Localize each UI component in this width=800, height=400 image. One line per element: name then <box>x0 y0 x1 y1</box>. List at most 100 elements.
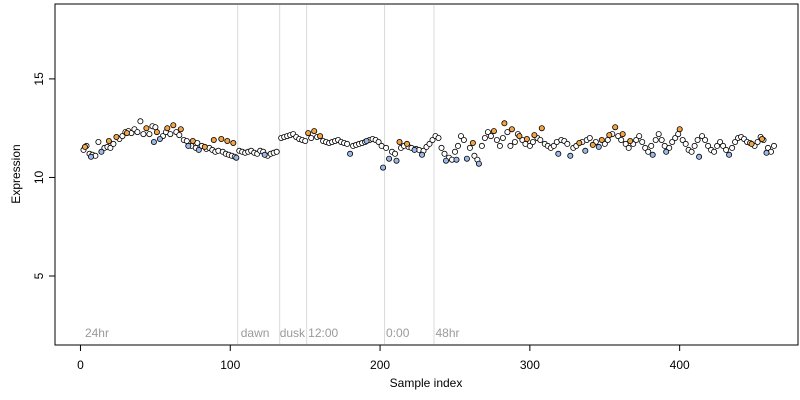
point-orange-32 <box>612 124 619 131</box>
point-blue-24 <box>663 148 670 155</box>
point-blue-2 <box>150 138 157 145</box>
point-white-64 <box>302 137 309 144</box>
point-blue-19 <box>555 150 562 157</box>
y-tick-label-2: 15 <box>32 72 46 86</box>
point-orange-18 <box>396 138 403 145</box>
point-white-158 <box>655 131 662 138</box>
point-orange-37 <box>759 135 766 142</box>
point-white-159 <box>658 136 665 143</box>
point-white-19 <box>146 131 153 138</box>
point-white-65 <box>308 134 315 141</box>
x-axis: 0 100 200 300 400 <box>77 345 690 372</box>
point-white-106 <box>454 142 461 149</box>
point-white-155 <box>645 148 652 155</box>
y-tick-label-0: 5 <box>32 272 46 279</box>
point-orange-1 <box>105 137 112 144</box>
x-tick-label-1: 100 <box>220 358 240 372</box>
point-orange-26 <box>531 132 538 139</box>
point-white-88 <box>391 150 398 157</box>
point-white-21 <box>152 124 159 131</box>
point-white-166 <box>682 140 689 147</box>
annotation-1: dawn <box>241 326 270 340</box>
point-orange-7 <box>170 122 177 129</box>
point-white-144 <box>604 136 611 143</box>
point-white-132 <box>550 142 557 149</box>
x-tick-label-2: 200 <box>370 358 390 372</box>
point-white-153 <box>639 138 646 145</box>
x-axis-title: Sample index <box>390 376 463 390</box>
point-orange-2 <box>113 133 120 140</box>
point-white-148 <box>622 140 629 147</box>
x-tick-label-0: 0 <box>77 358 84 372</box>
point-white-11 <box>119 133 126 140</box>
point-white-16 <box>134 129 141 136</box>
point-white-176 <box>714 142 721 149</box>
point-white-108 <box>460 136 467 143</box>
point-orange-8 <box>177 126 184 133</box>
point-white-180 <box>729 144 736 151</box>
point-white-114 <box>484 129 491 136</box>
point-white-181 <box>732 138 739 145</box>
point-white-164 <box>675 131 682 138</box>
point-orange-12 <box>218 135 225 142</box>
point-white-143 <box>601 140 608 147</box>
point-white-154 <box>642 144 649 151</box>
point-orange-10 <box>201 143 208 150</box>
plot-frame <box>54 3 799 346</box>
point-white-169 <box>691 142 698 149</box>
point-orange-4 <box>143 125 150 132</box>
point-blue-26 <box>726 151 733 158</box>
point-white-119 <box>504 129 511 136</box>
point-orange-16 <box>311 128 318 135</box>
point-orange-6 <box>164 125 171 132</box>
point-white-173 <box>705 142 712 149</box>
point-orange-31 <box>606 132 613 139</box>
point-blue-14 <box>418 151 425 158</box>
point-white-84 <box>375 138 382 145</box>
point-orange-9 <box>189 137 196 144</box>
point-blue-18 <box>475 160 482 167</box>
point-white-75 <box>344 140 351 147</box>
point-white-120 <box>507 142 514 149</box>
annotation-3: 12:00 <box>308 326 338 340</box>
point-white-165 <box>679 136 686 143</box>
annotation-0: 24hr <box>85 326 109 340</box>
point-white-98 <box>429 136 436 143</box>
point-blue-27 <box>763 149 770 156</box>
y-axis: 5 10 15 <box>32 72 55 279</box>
annotation-4: 0:00 <box>386 326 410 340</box>
annotation-2: dusk <box>280 326 306 340</box>
point-orange-13 <box>224 137 231 144</box>
point-orange-29 <box>589 141 596 148</box>
point-white-113 <box>481 134 488 141</box>
point-orange-15 <box>305 130 312 137</box>
point-white-161 <box>666 144 673 151</box>
point-blue-23 <box>649 151 656 158</box>
point-white-193 <box>771 142 778 149</box>
point-orange-0 <box>82 143 89 150</box>
point-white-178 <box>720 142 727 149</box>
point-white-171 <box>699 133 706 140</box>
point-white-151 <box>633 136 640 143</box>
point-white-24 <box>167 131 174 138</box>
point-blue-9 <box>363 137 370 144</box>
point-white-101 <box>438 144 445 151</box>
point-white-168 <box>688 148 695 155</box>
annotations: 24hr dawn dusk 12:00 0:00 48hr <box>85 326 460 340</box>
point-white-136 <box>564 140 571 147</box>
point-white-26 <box>176 132 183 139</box>
point-orange-19 <box>403 140 410 147</box>
point-orange-35 <box>676 126 683 133</box>
point-white-163 <box>672 134 679 141</box>
point-white-156 <box>648 142 655 149</box>
point-white-86 <box>383 144 390 151</box>
point-orange-27 <box>538 125 545 132</box>
point-blue-6 <box>233 154 240 161</box>
point-orange-5 <box>153 129 160 136</box>
point-blue-3 <box>156 135 163 142</box>
point-orange-22 <box>501 120 508 127</box>
point-orange-3 <box>123 130 130 137</box>
point-white-17 <box>137 118 144 125</box>
point-white-9 <box>110 140 117 147</box>
